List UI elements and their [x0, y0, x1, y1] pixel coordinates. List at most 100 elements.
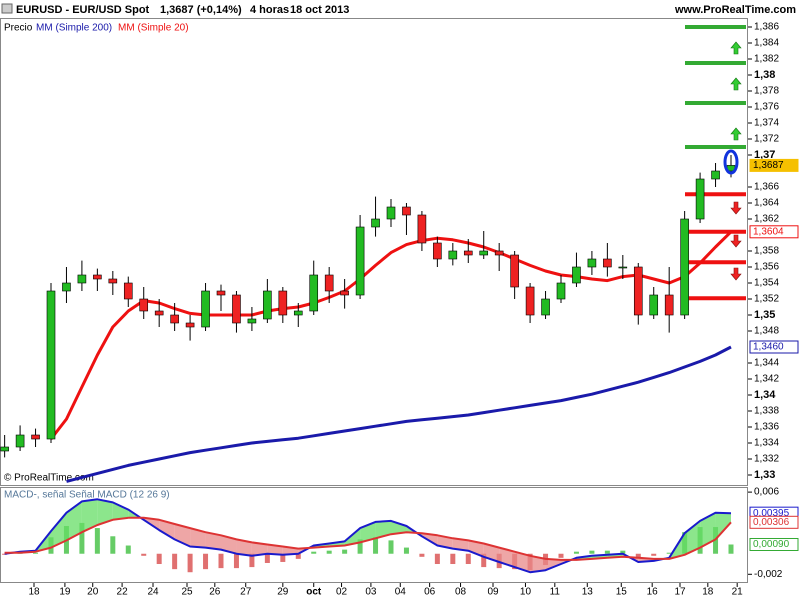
up-arrow — [730, 77, 742, 91]
candle-body — [123, 282, 133, 300]
histogram-bar — [620, 550, 626, 554]
candle-body — [93, 274, 102, 280]
candle-body — [247, 318, 257, 324]
x-tick-label: 24 — [147, 587, 159, 598]
x-tick-label: 17 — [674, 587, 686, 598]
histogram-bar — [573, 551, 579, 554]
up-arrows — [730, 41, 742, 141]
candle-body — [603, 258, 612, 268]
y-tick-label: 1,338 — [754, 406, 779, 417]
x-tick-label: 29 — [277, 587, 289, 598]
y-tick-label: 1,358 — [754, 246, 779, 257]
candle-body — [355, 226, 365, 296]
histogram-bar — [141, 553, 147, 556]
candle-body — [463, 250, 473, 256]
y-tick-label: 1,334 — [754, 438, 779, 449]
highlight-ellipse — [723, 149, 739, 175]
candle-body — [711, 170, 720, 180]
x-tick-label: 10 — [520, 587, 532, 598]
candle-body — [108, 278, 118, 284]
macd-fill — [715, 512, 731, 540]
candle-body — [433, 242, 442, 260]
histogram-bar — [465, 553, 471, 565]
macd-fill — [81, 499, 98, 533]
histogram-bar — [419, 553, 425, 557]
candle-body — [185, 322, 195, 328]
x-tick-label: 22 — [117, 587, 129, 598]
candle-body — [293, 310, 303, 316]
candle-body — [541, 298, 550, 316]
macd-fill — [267, 544, 283, 555]
x-tick-label: 21 — [732, 587, 744, 598]
quote: 1,3687 (+0,14%) — [160, 4, 242, 16]
macd-panel-frame — [0, 487, 748, 583]
candle-body — [170, 314, 179, 324]
histogram-bar — [589, 550, 595, 554]
macd-fill — [468, 540, 484, 557]
value-tag-label: 0,00306 — [753, 517, 790, 528]
y-tick-label: 1,384 — [754, 38, 779, 49]
y-tick-label: 1,37 — [754, 149, 775, 161]
histogram-bar — [233, 553, 239, 569]
price-legend: Precio — [4, 23, 33, 34]
histogram-bar — [264, 553, 270, 563]
value-tag — [749, 340, 799, 354]
candle-body — [556, 282, 566, 300]
histogram-bar — [125, 545, 131, 554]
symbol: EURUSD - EUR/USD Spot — [16, 4, 150, 16]
y-tick-label: 1,344 — [754, 358, 779, 369]
candle-body — [154, 310, 164, 316]
y-tick-label: 1,356 — [754, 262, 779, 273]
x-tick-label: 15 — [616, 587, 628, 598]
candle-body — [525, 286, 535, 316]
histogram-bar — [403, 547, 409, 554]
candle-body — [31, 434, 40, 440]
histogram-bar — [388, 540, 394, 554]
value-tag — [749, 158, 799, 172]
macd-fill — [97, 499, 113, 525]
macd-fill — [452, 538, 469, 551]
y-tick-label: 1,378 — [754, 86, 779, 97]
up-arrow — [730, 41, 742, 55]
candle-body — [618, 266, 628, 269]
candle-body — [263, 290, 272, 320]
period: 4 horas — [250, 4, 289, 16]
y-tick-label: 1,386 — [754, 22, 779, 33]
down-arrow — [730, 267, 742, 281]
candle-body — [633, 266, 643, 316]
histogram-bar — [33, 552, 39, 554]
histogram-bar — [651, 553, 657, 556]
candle-body — [510, 254, 519, 288]
candle-body — [278, 290, 288, 316]
candle-body — [232, 294, 241, 324]
candle-body — [695, 178, 705, 220]
histogram-bar — [666, 552, 672, 554]
value-tag-label: 0,00395 — [753, 508, 790, 519]
legend-entry: MM (Simple 20) — [118, 23, 189, 34]
candle-body — [448, 250, 458, 260]
value-tag — [749, 515, 799, 529]
histogram-bar — [249, 553, 255, 568]
candle-body — [324, 274, 334, 292]
histogram-bar — [635, 553, 641, 558]
histogram-bar — [79, 522, 85, 554]
x-tick-label: 04 — [395, 587, 407, 598]
histogram-bar — [156, 553, 162, 565]
x-tick-label: 13 — [582, 587, 594, 598]
candle-body — [494, 250, 504, 256]
candle-body — [572, 266, 581, 284]
macd-fill — [205, 532, 221, 550]
candle-body — [216, 290, 226, 296]
macd-fill — [221, 535, 237, 554]
histogram-bar — [728, 544, 734, 554]
down-arrow — [730, 234, 742, 248]
x-tick-label: 09 — [487, 587, 499, 598]
x-tick-label: 02 — [336, 587, 348, 598]
candle-body — [46, 290, 56, 440]
candle-body — [680, 218, 689, 316]
y-tick-label: 1,366 — [754, 182, 779, 193]
series-line — [49, 230, 733, 440]
macd-fill — [159, 519, 175, 540]
candle-body — [417, 214, 427, 244]
